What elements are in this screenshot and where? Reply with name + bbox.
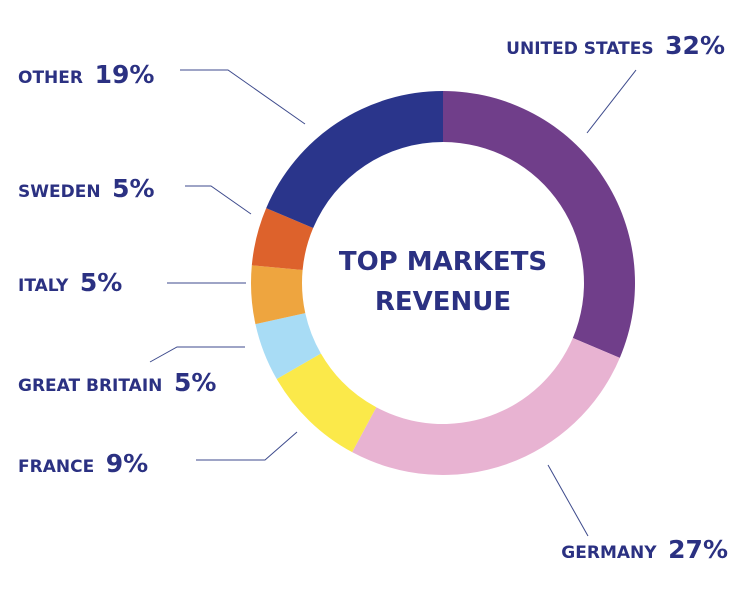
leader-sweden <box>185 185 252 215</box>
label-united-states-value: 32% <box>665 31 725 60</box>
slice-germany <box>352 337 620 475</box>
label-other-name: OTHER <box>18 68 83 88</box>
label-italy-value: 5% <box>80 268 122 297</box>
label-germany-value: 27% <box>668 535 728 564</box>
leader-germany <box>547 464 589 537</box>
leader-other <box>180 69 306 125</box>
slice-great-britain <box>255 313 321 379</box>
label-sweden-value: 5% <box>112 174 154 203</box>
label-great-britain-name: GREAT BRITAIN <box>18 376 162 396</box>
label-other: OTHER 19% <box>18 60 154 89</box>
label-sweden-name: SWEDEN <box>18 182 101 202</box>
label-france-value: 9% <box>106 449 148 478</box>
center-title-line-2: REVENUE <box>375 287 511 317</box>
label-italy: ITALY 5% <box>18 268 122 297</box>
slice-france <box>276 353 377 453</box>
label-other-value: 19% <box>95 60 155 89</box>
label-france-name: FRANCE <box>18 457 94 477</box>
leader-lines <box>149 69 637 537</box>
slice-other <box>266 91 443 229</box>
label-great-britain: GREAT BRITAIN 5% <box>18 368 216 397</box>
leader-united-states <box>586 69 637 134</box>
label-france: FRANCE 9% <box>18 449 148 478</box>
label-germany: GERMANY 27% <box>561 535 728 564</box>
leader-france <box>196 431 298 461</box>
slice-labels: UNITED STATES 32% GERMANY 27% FRANCE 9% … <box>18 31 728 564</box>
slice-italy <box>251 265 306 325</box>
leader-great-britain <box>149 346 245 363</box>
center-title: TOP MARKETS REVENUE <box>339 247 547 317</box>
label-united-states: UNITED STATES 32% <box>506 31 725 60</box>
label-united-states-name: UNITED STATES <box>506 39 653 59</box>
label-germany-name: GERMANY <box>561 543 657 563</box>
label-sweden: SWEDEN 5% <box>18 174 155 203</box>
slice-united-states <box>443 91 635 358</box>
label-italy-name: ITALY <box>18 276 69 296</box>
center-title-line-1: TOP MARKETS <box>339 247 547 277</box>
slice-sweden <box>251 208 314 270</box>
slices-layer <box>251 91 635 475</box>
label-great-britain-value: 5% <box>174 368 216 397</box>
